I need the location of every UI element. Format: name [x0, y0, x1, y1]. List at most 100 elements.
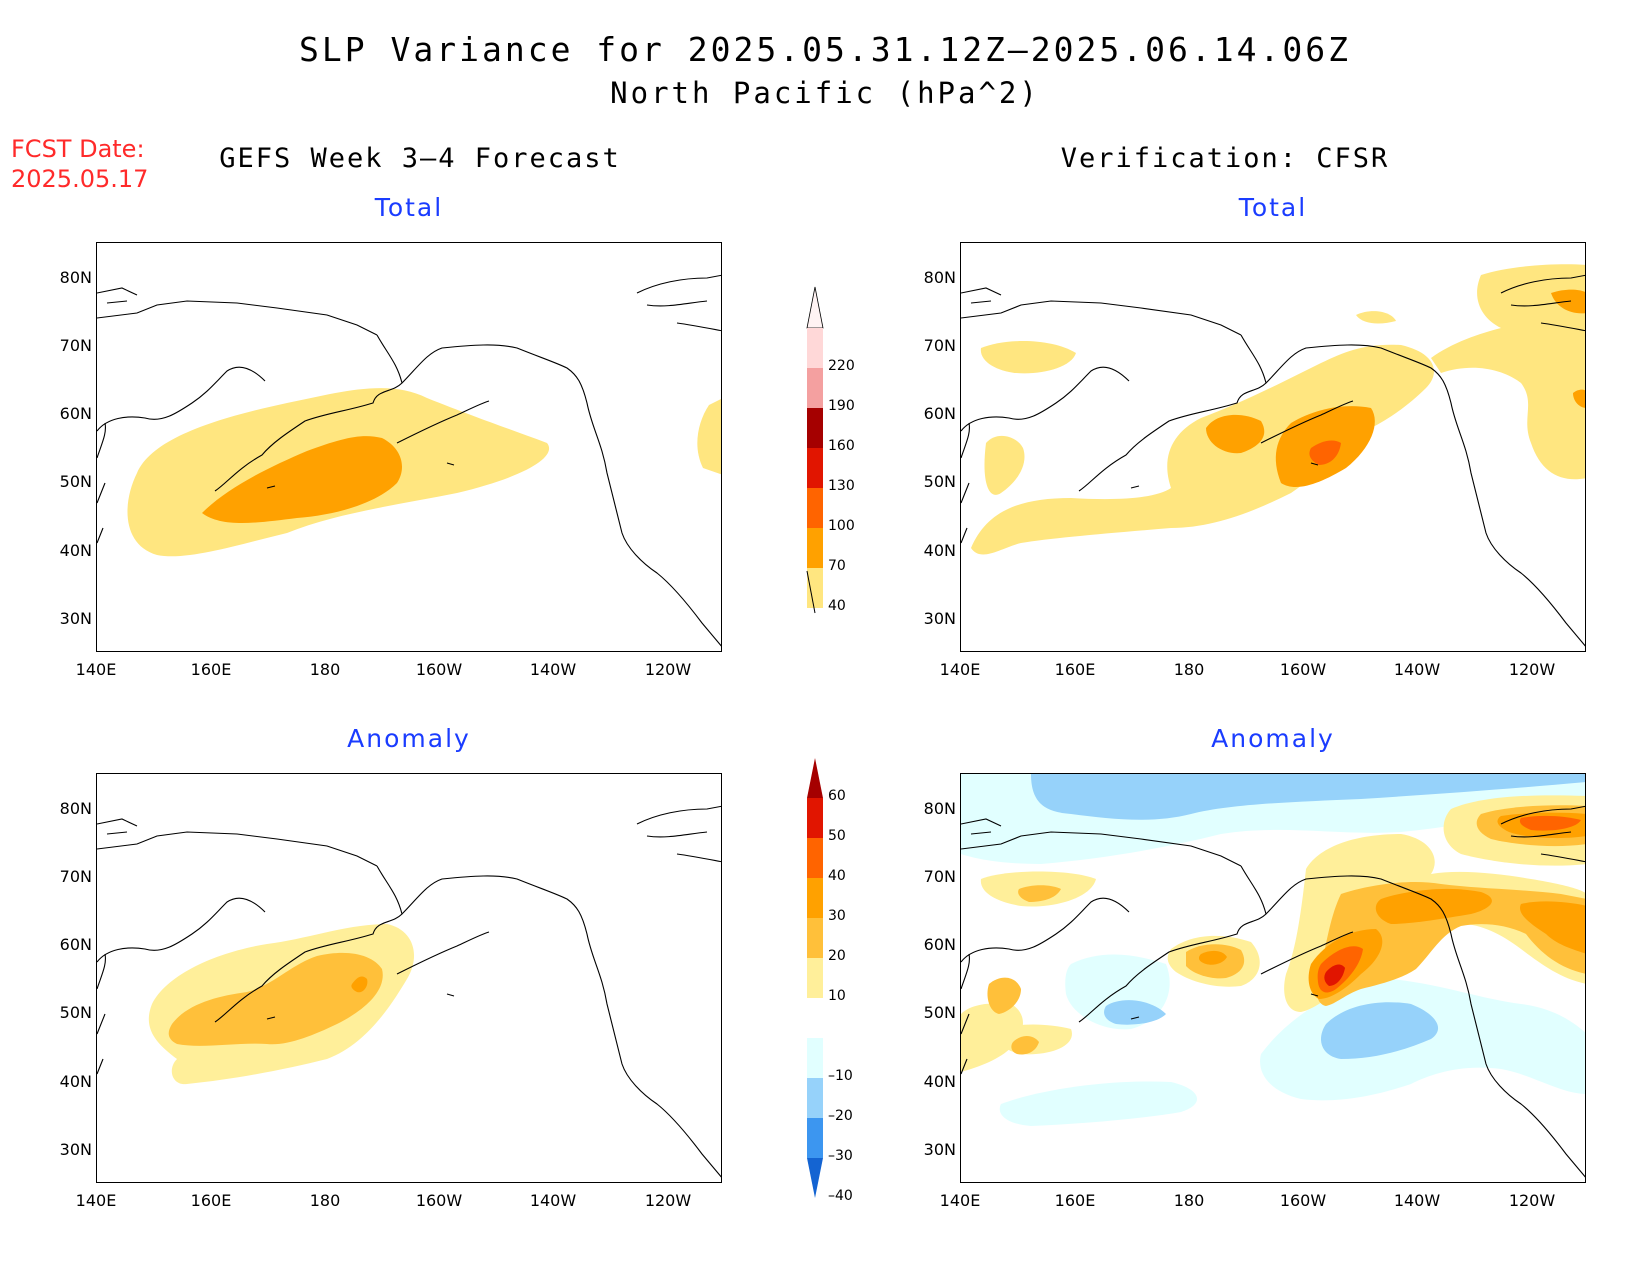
lon-label: 140W	[529, 1191, 577, 1210]
figure-subtitle: North Pacific (hPa^2)	[610, 76, 1040, 110]
lon-label: 140W	[529, 660, 577, 679]
colorbar-swatch-30-40	[807, 878, 823, 918]
contour-40-70-arctic	[1356, 311, 1396, 324]
lon-label: 120W	[1508, 660, 1556, 679]
lon-label: 120W	[644, 660, 692, 679]
colorbar-tick-label: 10	[828, 988, 846, 1004]
contour-40-70-west	[984, 435, 1025, 495]
contour-40-70	[971, 344, 1434, 555]
lon-label: 160E	[190, 660, 232, 679]
lon-label: 140E	[75, 1191, 117, 1210]
map-panel-verification-total	[960, 242, 1586, 652]
colorbar-swatch-neg30-neg40	[807, 1118, 823, 1158]
lat-label: 50N	[923, 472, 956, 491]
lat-label: 80N	[923, 268, 956, 287]
total-colorbar-bottom	[806, 570, 816, 614]
contour-20-30-d	[1011, 1036, 1039, 1055]
lat-label: 50N	[59, 1003, 92, 1022]
lon-label: 180	[1173, 1191, 1205, 1210]
lon-label: 120W	[1508, 1191, 1556, 1210]
colorbar-tick-label: 70	[828, 558, 846, 574]
contour-10-20-d	[961, 1003, 1023, 1072]
colorbar-tick-label: 60	[828, 788, 846, 804]
colorbar-swatch-10-20	[807, 958, 823, 998]
panel-tl-title: Total	[374, 193, 444, 222]
colorbar-bottom-triangle	[807, 1158, 823, 1198]
contour-70-100	[202, 436, 402, 523]
colorbar-swatch-50-60	[807, 798, 823, 838]
colorbar-swatch-100-130	[807, 488, 823, 528]
lat-label: 70N	[923, 867, 956, 886]
colorbar-swatch-20-30	[807, 918, 823, 958]
lat-label: 30N	[923, 609, 956, 628]
lon-label: 160E	[190, 1191, 232, 1210]
lat-label: 40N	[59, 1072, 92, 1091]
contour-30-40	[351, 976, 368, 993]
contour-30-40-b	[1375, 888, 1492, 924]
lat-label: 50N	[59, 472, 92, 491]
total-colorbar	[806, 286, 824, 608]
colorbar-tick-label: 130	[828, 478, 855, 494]
fcst-label: FCST Date:	[11, 135, 145, 163]
lon-label: 180	[1173, 660, 1205, 679]
lat-label: 60N	[59, 404, 92, 423]
left-column-title: GEFS Week 3–4 Forecast	[219, 143, 621, 174]
lat-label: 30N	[923, 1140, 956, 1159]
lon-label: 140W	[1393, 1191, 1441, 1210]
lat-label: 70N	[59, 336, 92, 355]
coastline	[961, 805, 1585, 1178]
lat-label: 40N	[59, 541, 92, 560]
contour-40-50-ne	[1519, 815, 1581, 831]
right-column-title: Verification: CFSR	[1060, 143, 1390, 174]
lat-label: 60N	[923, 935, 956, 954]
colorbar-swatch-40-70	[807, 568, 823, 608]
colorbar-tick-label: 190	[828, 398, 855, 414]
colorbar-tick-label: 100	[828, 518, 855, 534]
colorbar-top-triangle	[806, 286, 824, 329]
panel-br-title: Anomaly	[1211, 724, 1335, 753]
lat-label: 70N	[59, 867, 92, 886]
colorbar-tick-label: 160	[828, 438, 855, 454]
lon-label: 120W	[644, 1191, 692, 1210]
lon-label: 140E	[939, 660, 981, 679]
contour-100-130	[1309, 440, 1341, 465]
lon-label: 140W	[1393, 660, 1441, 679]
coastline	[97, 274, 721, 647]
colorbar-tick-label: –40	[828, 1188, 853, 1204]
colorbar-swatch-130-160	[807, 448, 823, 488]
lon-label: 160W	[415, 1191, 463, 1210]
contour-neg20-neg30-south	[1321, 1002, 1439, 1059]
lat-label: 80N	[59, 268, 92, 287]
lat-label: 30N	[59, 609, 92, 628]
contour-30-40-d	[1198, 950, 1227, 965]
colorbar-tick-label: 40	[828, 598, 846, 614]
contour-neg20-neg30-mid	[1104, 1000, 1166, 1025]
contour-40-70-east	[697, 399, 721, 475]
colorbar-swatch-160-190	[807, 408, 823, 448]
fcst-date: 2025.05.17	[11, 165, 149, 193]
colorbar-tick-label: 50	[828, 828, 846, 844]
coastline	[961, 274, 1585, 647]
contour-neg20-neg30-north	[1031, 774, 1585, 820]
colorbar-swatch-190-220	[807, 368, 823, 408]
lat-label: 40N	[923, 1072, 956, 1091]
colorbar-swatch-70-100	[807, 528, 823, 568]
lon-label: 160W	[1279, 660, 1327, 679]
lon-label: 160W	[1279, 1191, 1327, 1210]
lon-label: 160W	[415, 660, 463, 679]
lon-label: 180	[309, 660, 341, 679]
contour-40-70-nw	[980, 341, 1076, 374]
colorbar-swatch-neg20-neg30	[807, 1078, 823, 1118]
map-panel-verification-anomaly	[960, 773, 1586, 1183]
contour-40-70-east	[1431, 264, 1585, 480]
lon-label: 160E	[1054, 1191, 1096, 1210]
lat-label: 60N	[59, 935, 92, 954]
lat-label: 40N	[923, 541, 956, 560]
colorbar-tick-label: 40	[828, 868, 846, 884]
lat-label: 50N	[923, 1003, 956, 1022]
colorbar-top-triangle	[807, 758, 823, 798]
panel-tr-title: Total	[1238, 193, 1308, 222]
lon-label: 180	[309, 1191, 341, 1210]
lat-label: 80N	[923, 799, 956, 818]
colorbar-tick-label: –30	[828, 1148, 853, 1164]
